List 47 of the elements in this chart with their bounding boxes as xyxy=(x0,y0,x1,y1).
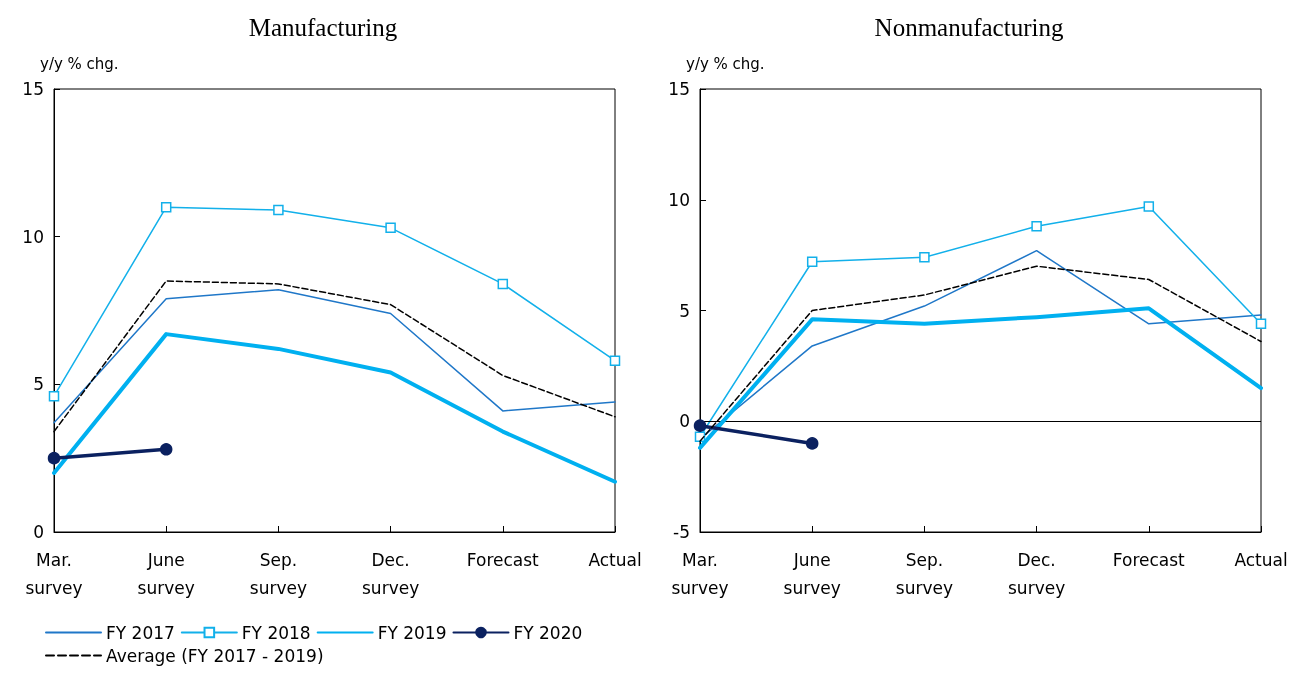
x-tick-label: Mar. survey xyxy=(671,550,729,598)
point xyxy=(159,443,173,456)
line-series xyxy=(698,306,1263,450)
y-tick-label: 0 xyxy=(33,522,44,542)
legend-label: FY 2019 xyxy=(377,622,447,643)
x-tick-label: Sep. survey xyxy=(895,550,953,598)
chart-title: Nonmanufacturing xyxy=(874,14,1064,41)
point xyxy=(693,419,707,432)
y-tick-label: 5 xyxy=(679,300,690,321)
point xyxy=(1143,201,1155,212)
line-series xyxy=(52,332,617,484)
legend-label: FY 2018 xyxy=(241,622,311,643)
x-tick-label: Actual xyxy=(588,550,642,570)
x-tick-label: June survey xyxy=(137,550,195,598)
x-tick-label: Forecast xyxy=(1112,550,1186,570)
x-tick-label: Actual xyxy=(1234,550,1288,570)
y-tick-label: 15 xyxy=(22,79,44,99)
point xyxy=(1031,221,1042,232)
point xyxy=(805,437,819,450)
y-tick-label: 10 xyxy=(668,189,690,210)
chart-title: Manufacturing xyxy=(248,14,398,41)
y-tick-label: -5 xyxy=(673,522,690,542)
legend-label: Average (FY 2017 - 2019) xyxy=(106,645,324,666)
x-tick-label: June survey xyxy=(783,550,841,598)
x-tick-label: Sep. survey xyxy=(249,550,307,598)
point xyxy=(385,222,396,234)
point xyxy=(497,278,509,290)
x-tick-label: Mar. survey xyxy=(25,550,83,598)
point xyxy=(1255,318,1267,330)
x-tick-label: Dec. survey xyxy=(1008,550,1066,598)
point xyxy=(160,201,172,213)
legend-label: FY 2020 xyxy=(513,622,583,643)
y-axis-title: y/y % chg. xyxy=(686,54,765,73)
point xyxy=(47,451,61,465)
y-tick-label: 0 xyxy=(679,411,690,432)
x-tick-label: Forecast xyxy=(466,550,540,570)
y-tick-label: 15 xyxy=(668,79,690,99)
x-tick-label: Dec. survey xyxy=(362,550,420,598)
point xyxy=(48,390,60,402)
legend-label: FY 2017 xyxy=(106,622,175,643)
y-axis-title: y/y % chg. xyxy=(40,54,119,73)
point xyxy=(609,355,621,366)
point xyxy=(919,252,930,263)
y-tick-label: 10 xyxy=(22,226,44,247)
point xyxy=(273,204,284,216)
point xyxy=(806,256,818,268)
y-tick-label: 5 xyxy=(33,374,44,395)
